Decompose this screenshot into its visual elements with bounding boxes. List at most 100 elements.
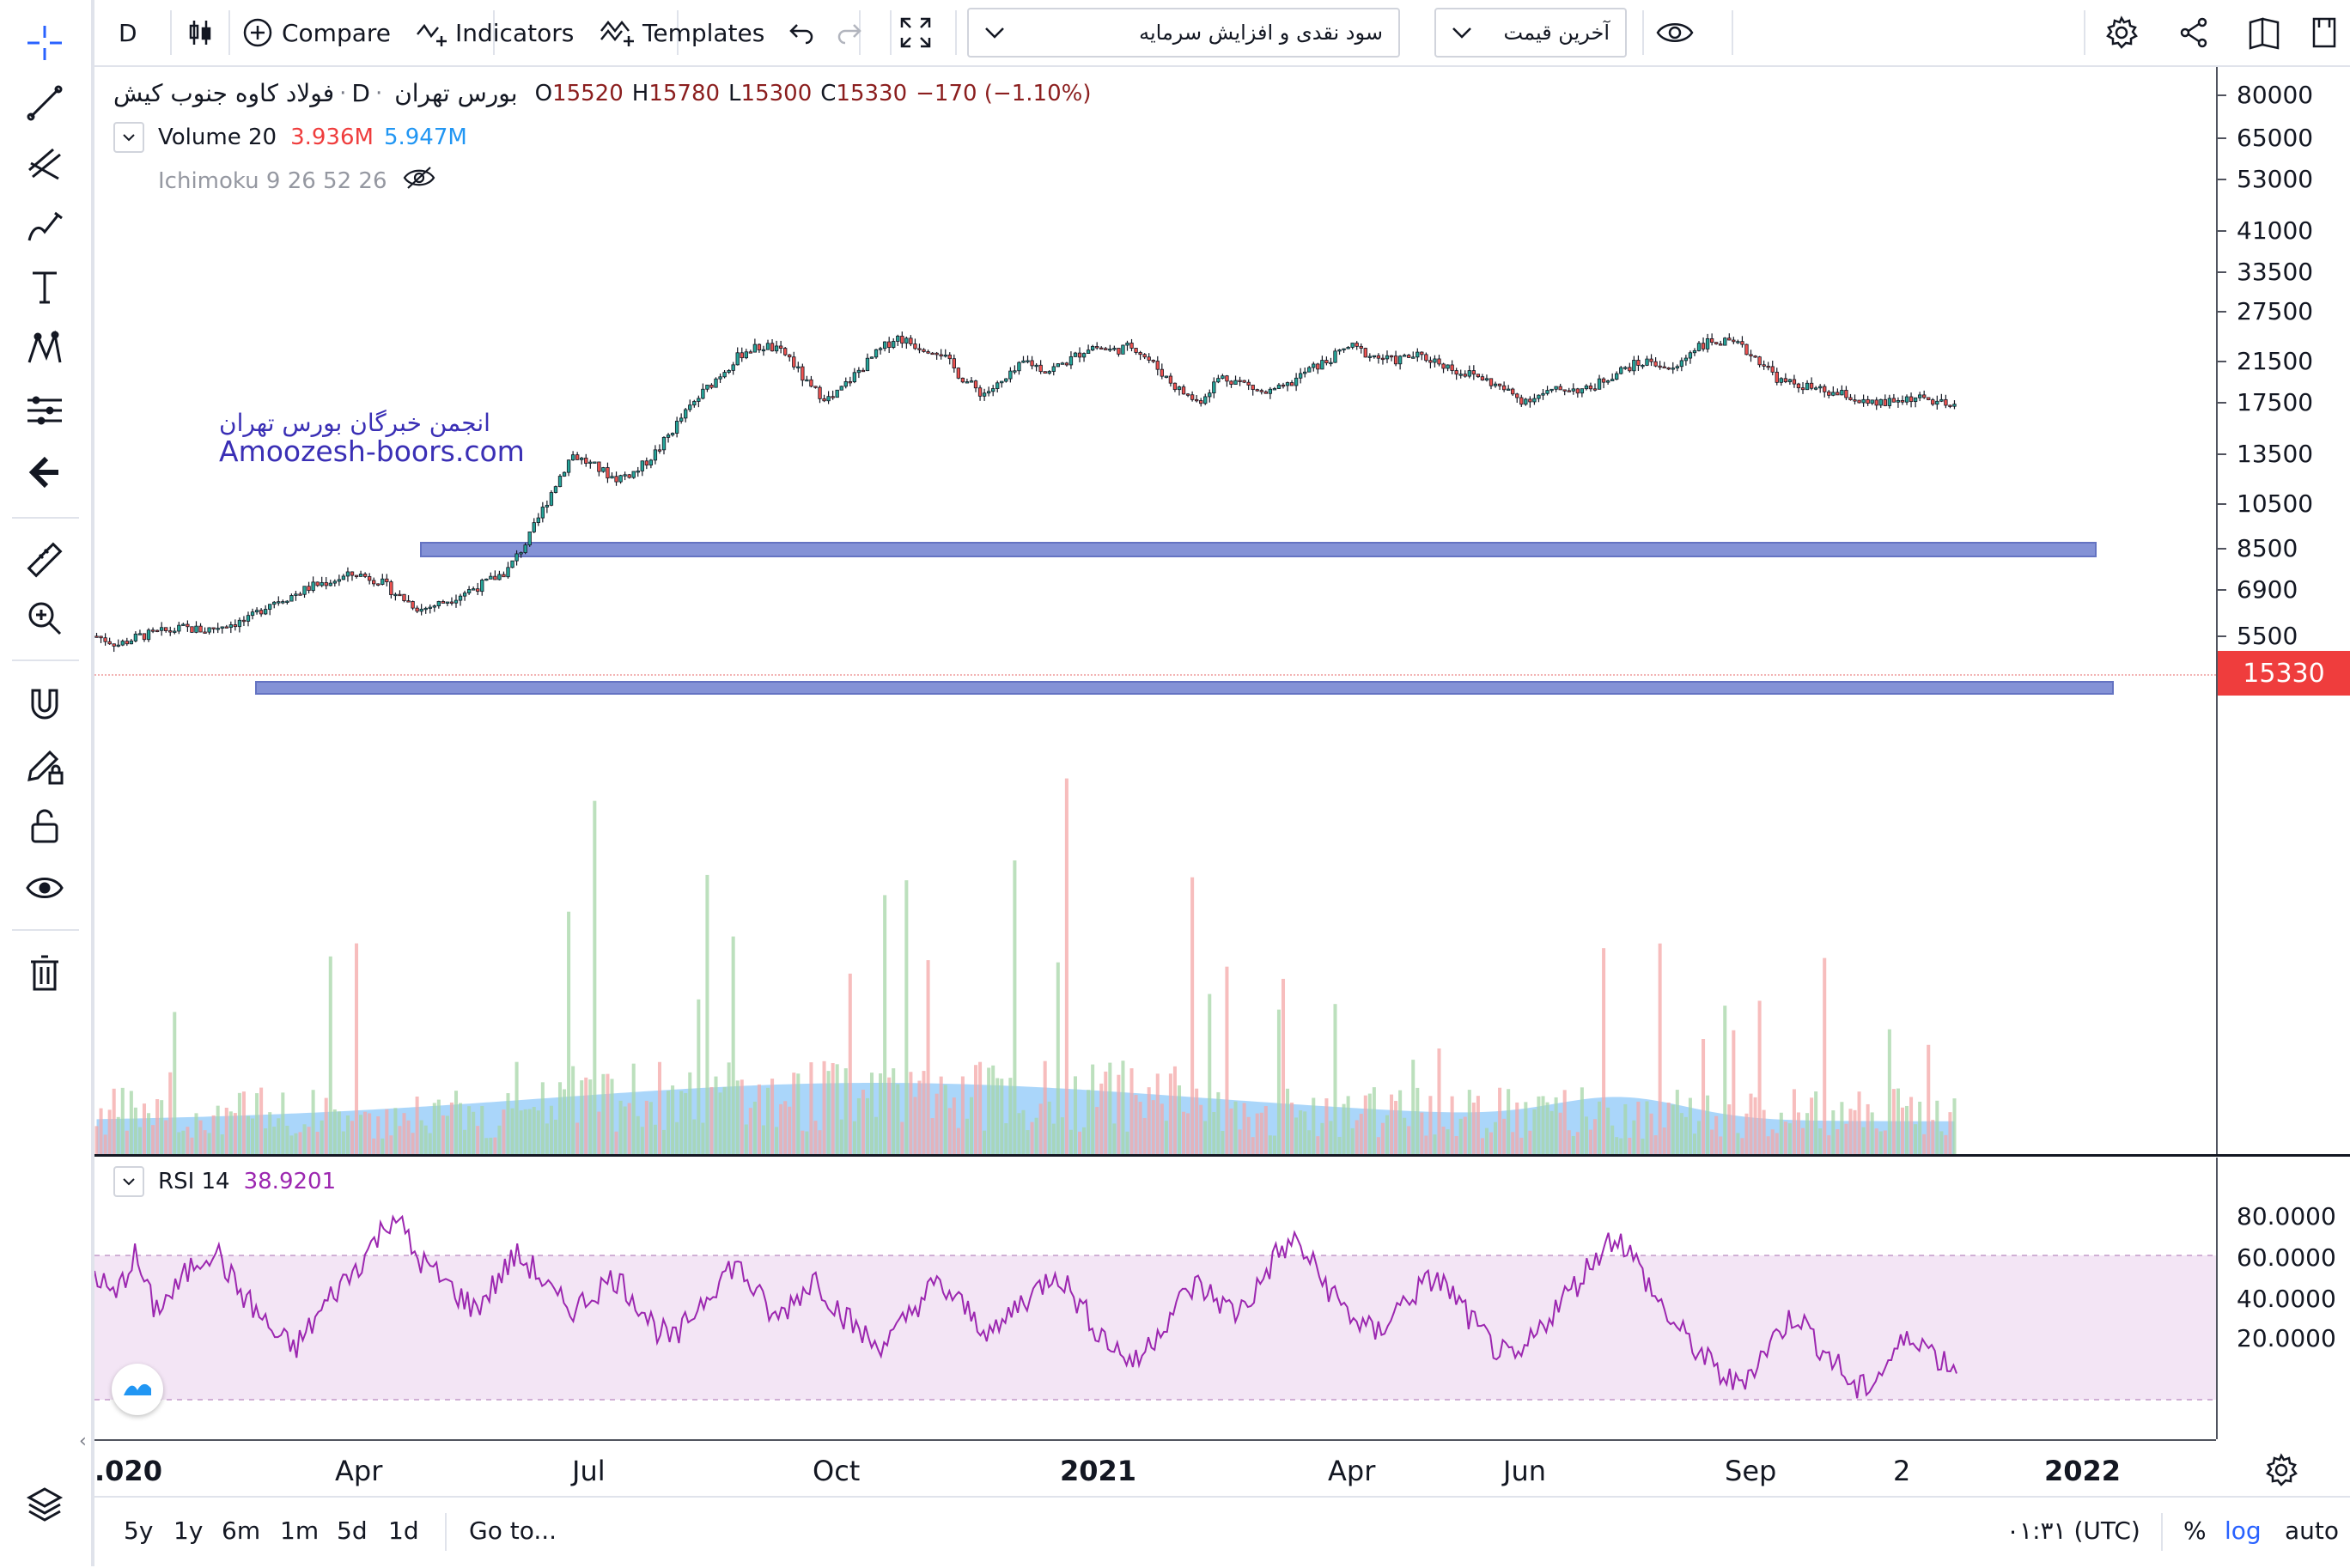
candle-body xyxy=(566,459,571,473)
brush-icon[interactable] xyxy=(21,203,69,251)
rsi-axis[interactable]: 80.0000 60.0000 40.0000 20.0000 xyxy=(2216,1158,2350,1439)
range-1y[interactable]: 1y xyxy=(174,1516,204,1545)
candle-body xyxy=(593,461,597,464)
volume-bar xyxy=(1623,1103,1628,1156)
candle-body xyxy=(389,581,393,596)
text-icon[interactable] xyxy=(21,263,69,311)
volume-bar xyxy=(107,1109,112,1156)
candle-body xyxy=(614,476,618,483)
volume-bar xyxy=(1471,1103,1476,1156)
trend-line-icon[interactable] xyxy=(21,79,69,127)
screenshot-button[interactable] xyxy=(2309,0,2340,65)
toolbar-divider xyxy=(493,10,495,55)
percent-toggle[interactable]: % xyxy=(2183,1516,2207,1545)
trash-icon[interactable] xyxy=(21,950,69,998)
fullscreen-button[interactable] xyxy=(898,0,933,65)
candle-body xyxy=(211,627,216,629)
axis-settings-button[interactable] xyxy=(2264,1453,2298,1491)
resistance-zone[interactable] xyxy=(420,542,2097,557)
candle-body xyxy=(1528,398,1532,403)
interval-button[interactable]: D xyxy=(119,0,137,65)
volume-bar xyxy=(1580,1087,1584,1156)
range-1d[interactable]: 1d xyxy=(388,1516,419,1545)
volume-bar xyxy=(1662,1127,1666,1156)
toolbar-divider xyxy=(2084,10,2085,55)
pitchfork-icon[interactable] xyxy=(21,141,69,189)
ruler-icon[interactable] xyxy=(21,536,69,584)
candle-body xyxy=(1532,398,1537,403)
collapse-button[interactable] xyxy=(113,1166,144,1197)
arrow-left-icon[interactable] xyxy=(21,448,69,496)
eye-icon[interactable] xyxy=(21,864,69,912)
price-chart[interactable] xyxy=(94,67,2216,1156)
candle-body xyxy=(1333,350,1337,363)
chart-type-button[interactable] xyxy=(180,0,220,65)
candle-body xyxy=(1866,398,1870,404)
collapse-button[interactable] xyxy=(113,122,144,153)
timezone-label[interactable]: ۰۱:۳۱ (UTC) xyxy=(2006,1516,2140,1545)
undo-button[interactable] xyxy=(787,0,816,65)
candle-body xyxy=(298,593,302,596)
rsi-label[interactable]: RSI 14 xyxy=(158,1169,230,1194)
magnet-icon[interactable] xyxy=(21,680,69,728)
goto-button[interactable]: Go to... xyxy=(469,1516,557,1545)
redo-button[interactable] xyxy=(835,0,864,65)
candle-body xyxy=(1480,376,1485,381)
collapse-left-handle[interactable]: ‹ xyxy=(79,1431,87,1452)
volume-bar xyxy=(1836,1128,1840,1156)
volume-bar xyxy=(1757,1000,1762,1156)
candle-body xyxy=(1571,388,1575,392)
indicators-button[interactable]: Indicators xyxy=(416,0,574,65)
compare-button[interactable]: Compare xyxy=(242,0,391,65)
settings-button[interactable] xyxy=(2104,0,2139,65)
candle-body xyxy=(1649,358,1653,362)
lock-drawing-icon[interactable] xyxy=(21,742,69,790)
candle-body xyxy=(1805,382,1810,391)
pane-separator[interactable] xyxy=(94,1154,2350,1157)
pattern-icon[interactable] xyxy=(21,325,69,373)
rsi-pane[interactable] xyxy=(94,1158,2216,1439)
candle-body xyxy=(674,421,679,434)
volume-bar xyxy=(1827,1135,1831,1156)
eye-crossed-icon[interactable] xyxy=(403,165,435,197)
price-type-dropdown[interactable]: آخرین قیمت xyxy=(1434,8,1627,58)
volume-bar xyxy=(398,1126,402,1156)
support-resistance-zones[interactable] xyxy=(255,542,2114,695)
unlock-icon[interactable] xyxy=(21,802,69,850)
volume-bar xyxy=(510,1108,514,1156)
volume-bar xyxy=(770,1079,775,1156)
symbol-name[interactable]: فولاد کاوه جنوب کیش xyxy=(113,79,335,107)
ichimoku-label[interactable]: Ichimoku 9 26 52 26 xyxy=(158,167,387,194)
volume-label[interactable]: Volume 20 xyxy=(158,125,277,150)
range-1m[interactable]: 1m xyxy=(280,1516,320,1545)
range-5y[interactable]: 5y xyxy=(124,1516,154,1545)
volume-bar xyxy=(1450,1096,1454,1156)
time-axis[interactable]: .020 Apr Jul Oct 2021 Apr Jun Sep 2 2022 xyxy=(94,1439,2216,1498)
visibility-button[interactable] xyxy=(1656,0,1694,65)
range-6m[interactable]: 6m xyxy=(222,1516,261,1545)
range-5d[interactable]: 5d xyxy=(337,1516,368,1545)
candle-body xyxy=(527,531,532,546)
candle-body xyxy=(1515,393,1519,398)
volume-bar xyxy=(1403,1117,1407,1156)
tradingview-logo[interactable] xyxy=(112,1364,163,1415)
candle-body xyxy=(441,600,446,604)
volume-bar xyxy=(449,1102,454,1156)
support-zone[interactable] xyxy=(255,681,2114,695)
volume-bar xyxy=(1792,1089,1796,1156)
strategy-dropdown[interactable]: سود نقدی و افزایش سرمایه xyxy=(967,8,1400,58)
publish-button[interactable] xyxy=(2247,0,2281,65)
candle-body xyxy=(263,609,268,615)
volume-bar xyxy=(198,1120,203,1156)
crosshair-icon[interactable] xyxy=(21,19,69,67)
share-button[interactable] xyxy=(2176,0,2211,65)
price-axis[interactable]: 80000 65000 53000 41000 33500 27500 21500 17500… xyxy=(2216,67,2350,1156)
gear-icon xyxy=(2266,1453,2298,1486)
log-toggle[interactable]: log xyxy=(2225,1516,2262,1545)
volume-bar xyxy=(1900,1107,1904,1156)
zoom-in-icon[interactable] xyxy=(21,594,69,642)
layers-icon[interactable] xyxy=(21,1480,69,1528)
templates-button[interactable]: Templates xyxy=(600,0,764,65)
prediction-tools-icon[interactable] xyxy=(21,386,69,435)
auto-toggle[interactable]: auto xyxy=(2285,1516,2340,1545)
